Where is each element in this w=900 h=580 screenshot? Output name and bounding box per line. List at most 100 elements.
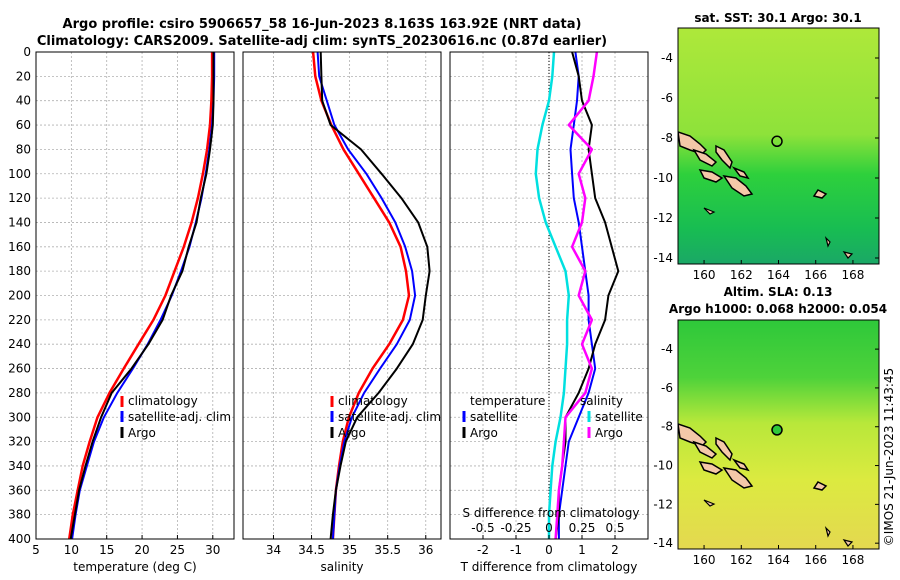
legend-argo-label: Argo [338, 426, 366, 440]
sst-map-title: sat. SST: 30.1 Argo: 30.1 [694, 11, 861, 25]
legend-satellite-label: satellite-adj. clim [338, 410, 441, 424]
series-line-climatology [67, 52, 214, 540]
y-tick-label: 160 [8, 240, 31, 254]
x-axis-label: salinity [320, 560, 363, 574]
legend-s-argo-label: Argo [595, 426, 623, 440]
map-y-tick-label: -6 [661, 91, 673, 105]
x-tick-label: 5 [32, 543, 40, 557]
map-y-tick-label: -8 [661, 131, 673, 145]
map-y-tick-label: -12 [653, 497, 673, 511]
map-x-tick-label: 166 [804, 268, 827, 282]
y-tick-label: 400 [8, 532, 31, 546]
y-tick-label: 220 [8, 313, 31, 327]
legend-satellite-label: satellite-adj. clim [128, 410, 231, 424]
sla-profile-marker [771, 424, 783, 436]
map-y-tick-label: -14 [653, 251, 673, 265]
x-tick-label: 10 [64, 543, 79, 557]
map-x-tick-label: 166 [804, 553, 827, 567]
island-shape [703, 207, 716, 215]
s-tick-label: -0.5 [471, 521, 494, 535]
legend-salinity-title: salinity [580, 394, 623, 408]
legend-argo-label: Argo [128, 426, 156, 440]
sla-map-title2: Argo h1000: 0.068 h2000: 0.054 [669, 302, 887, 316]
sla-map-axes: 160 162 164 166 168 -4 -6 -8 -10 -12 -14 [653, 342, 879, 567]
series-line-satellite-adj-clim [316, 51, 417, 540]
sst-map-axes: 160 162 164 166 168 -4 -6 -8 -10 -12 -14 [653, 51, 879, 282]
series-line-s-satellite [534, 51, 571, 539]
island-shape [842, 539, 854, 547]
island-shape [678, 131, 708, 155]
series-line-argo [69, 52, 215, 540]
x-tick-label: 35.5 [374, 543, 401, 557]
sst-profile-marker [771, 135, 783, 148]
s-tick-label: -0.25 [500, 521, 531, 535]
island-shape [678, 423, 708, 447]
map-y-tick-label: -8 [661, 420, 673, 434]
island-shape [692, 440, 718, 459]
y-tick-label: 200 [8, 289, 31, 303]
x-tick-label: 1 [578, 543, 586, 557]
island-shape [731, 458, 750, 472]
map-y-tick-label: -6 [661, 381, 673, 395]
map-x-tick-label: 164 [767, 553, 790, 567]
x-tick-label: 25 [170, 543, 185, 557]
y-tick-label: 240 [8, 337, 31, 351]
panel-frame [35, 51, 235, 540]
y-tick-label: 380 [8, 508, 31, 522]
temperature-legend: climatology satellite-adj. clim Argo [120, 394, 231, 440]
sla-map-title: Altim. SLA: 0.13 [724, 285, 833, 299]
island-shape [698, 461, 724, 475]
island-shape [824, 526, 831, 538]
island-shape [722, 466, 754, 489]
panel-frame [242, 51, 442, 540]
x-tick-label: 34.5 [298, 543, 325, 557]
island-shape [703, 499, 716, 507]
x-axis-label: T difference from climatology [460, 560, 638, 574]
sst-map: sat. SST: 30.1 Argo: 30.1 160 162 164 166 16… [653, 11, 880, 282]
map-x-tick-label: 164 [767, 268, 790, 282]
legend-climatology-label: climatology [128, 394, 198, 408]
legend-s-satellite-label: satellite [595, 410, 643, 424]
x-tick-label: 34 [266, 543, 281, 557]
x-tick-label: 0 [545, 543, 553, 557]
map-x-tick-label: 168 [841, 268, 864, 282]
map-y-tick-label: -10 [653, 459, 673, 473]
series-line-s-argo [554, 51, 599, 540]
sla-map: Altim. SLA: 0.13 Argo h1000: 0.068 h2000… [653, 285, 887, 567]
temperature-panel: 5 10 15 20 25 3002040608010012014016018020022… [8, 45, 235, 574]
island-shape [692, 148, 718, 167]
figure-title-line1: Argo profile: csiro 5906657_58 16-Jun-20… [63, 17, 582, 32]
x-tick-label: 20 [134, 543, 149, 557]
y-tick-label: 60 [16, 118, 31, 132]
map-x-tick-label: 160 [693, 553, 716, 567]
island-shape [715, 144, 733, 170]
y-tick-label: 180 [8, 264, 31, 278]
figure-title-line2: Climatology: CARS2009. Satellite-adj cli… [37, 34, 607, 49]
island-shape [842, 251, 854, 259]
island-shape [812, 481, 828, 491]
y-tick-label: 140 [8, 215, 31, 229]
y-tick-label: 320 [8, 435, 31, 449]
y-tick-label: 0 [23, 45, 31, 59]
legend-t-satellite-label: satellite [470, 410, 518, 424]
s-tick-label: 0 [545, 521, 553, 535]
y-tick-label: 280 [8, 386, 31, 400]
y-tick-label: 360 [8, 483, 31, 497]
y-tick-label: 100 [8, 167, 31, 181]
map-x-tick-label: 162 [730, 268, 753, 282]
island-shape [731, 166, 750, 180]
x-tick-label: 35 [342, 543, 357, 557]
map-y-tick-label: -4 [661, 342, 673, 356]
legend-temperature-title: temperature [470, 394, 545, 408]
island-shape [715, 436, 733, 462]
map-y-tick-label: -12 [653, 211, 673, 225]
s-tick-label: 0.25 [569, 521, 596, 535]
salinity-legend: climatology satellite-adj. clim Argo [330, 394, 441, 440]
sst-islands [678, 131, 854, 259]
difference-legend: temperature satellite Argo salinity sate… [462, 394, 643, 440]
legend-t-argo-label: Argo [470, 426, 498, 440]
y-tick-label: 260 [8, 362, 31, 376]
y-tick-label: 300 [8, 410, 31, 424]
map-x-tick-label: 162 [730, 553, 753, 567]
